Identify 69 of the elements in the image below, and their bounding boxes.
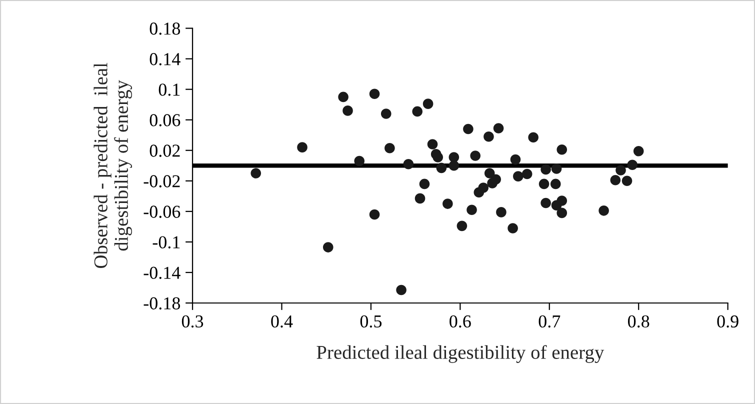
point — [442, 198, 453, 209]
y-tick-label: 0.18 — [150, 22, 180, 35]
point — [354, 156, 365, 166]
point — [484, 168, 495, 178]
point — [522, 168, 532, 180]
y-tick-label: 0.14 — [150, 53, 180, 66]
point — [427, 139, 438, 150]
point — [432, 152, 444, 162]
x-tick-label: 0.7 — [538, 315, 560, 328]
point — [342, 106, 353, 116]
point — [338, 92, 348, 102]
point — [616, 165, 626, 176]
point — [412, 106, 422, 117]
point — [380, 108, 392, 119]
x-tick-label: 0.8 — [628, 315, 650, 328]
point — [456, 220, 468, 232]
point — [369, 88, 380, 100]
y-axis-title: Observed - predicted ileal digestibility of energy — [94, 62, 132, 268]
point — [633, 146, 644, 156]
point — [496, 207, 506, 218]
point — [493, 123, 504, 134]
point — [540, 198, 551, 208]
y-tick-label: -0.02 — [144, 175, 180, 188]
y-tick-label: 0.1 — [158, 84, 180, 96]
point — [414, 193, 426, 204]
y-tick-label: -0.1 — [152, 236, 180, 248]
point — [551, 164, 562, 174]
point — [550, 178, 561, 190]
point — [513, 171, 524, 182]
point — [528, 132, 538, 143]
point — [478, 182, 489, 193]
x-axis-title: Predicted ileal digestibility of energy — [316, 345, 604, 363]
point — [463, 124, 474, 134]
point — [470, 150, 480, 161]
point — [556, 144, 568, 155]
y-tick-label: -0.18 — [144, 297, 180, 310]
point — [419, 178, 430, 190]
x-tick-label: 0.6 — [450, 315, 471, 328]
point — [556, 208, 568, 218]
x-tick-label: 0.5 — [360, 315, 382, 328]
point — [510, 154, 521, 165]
point — [369, 209, 380, 220]
point — [384, 142, 395, 154]
point — [610, 174, 621, 186]
point — [250, 168, 262, 178]
point — [538, 178, 550, 190]
point — [297, 142, 308, 152]
y-tick-label: 0.02 — [150, 144, 180, 157]
y-tick-label: 0.06 — [150, 114, 180, 126]
point — [322, 242, 334, 252]
point — [627, 160, 638, 170]
x-tick-label: 0.9 — [717, 315, 738, 328]
point — [490, 174, 502, 185]
point — [403, 158, 414, 170]
x-tick-label: 0.4 — [271, 315, 293, 328]
point — [598, 206, 609, 216]
point — [448, 160, 460, 171]
point — [466, 204, 477, 216]
point — [508, 223, 518, 234]
point — [484, 131, 494, 142]
x-tick-label: 0.3 — [182, 315, 204, 328]
point — [396, 284, 406, 296]
y-tick-label: -0.14 — [144, 266, 180, 279]
point — [422, 98, 434, 109]
point — [540, 164, 551, 175]
point — [436, 162, 447, 174]
point — [622, 176, 632, 186]
y-tick-label: -0.06 — [144, 206, 180, 218]
point — [556, 196, 568, 206]
